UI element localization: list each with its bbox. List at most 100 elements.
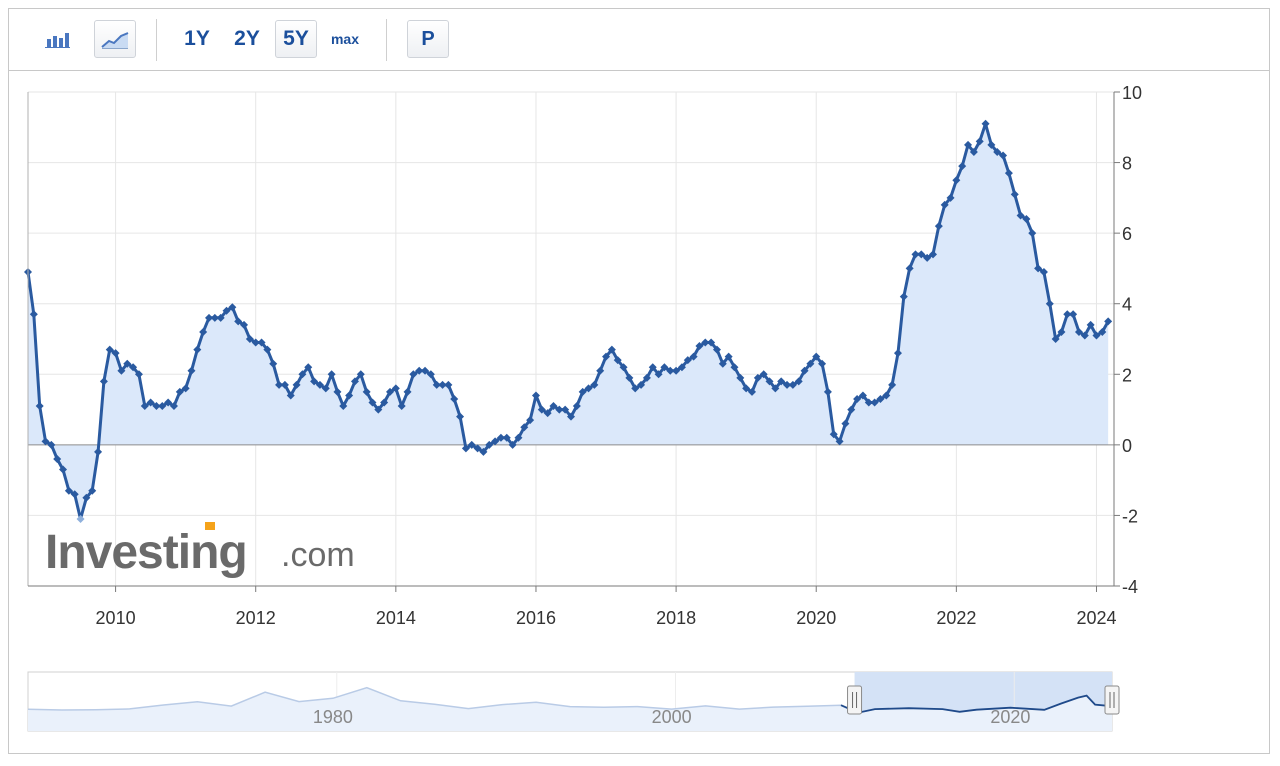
data-point: [975, 137, 984, 146]
data-point: [742, 384, 751, 393]
navigator-handle[interactable]: [1104, 685, 1120, 715]
x-tick-label: 2012: [236, 608, 276, 628]
area-chart-type-button[interactable]: [94, 20, 136, 58]
data-point: [1098, 327, 1107, 336]
x-tick-label: 2024: [1076, 608, 1116, 628]
data-point: [853, 394, 862, 403]
range-1y-button[interactable]: 1Y: [184, 27, 210, 50]
data-point: [479, 447, 488, 456]
data-point: [88, 486, 97, 495]
data-point: [689, 352, 698, 361]
data-point: [666, 366, 675, 375]
data-point: [327, 370, 336, 379]
data-point: [561, 405, 570, 414]
data-point: [345, 391, 354, 400]
data-point: [35, 402, 44, 411]
data-point: [269, 359, 278, 368]
data-point: [286, 391, 295, 400]
range-5y-button[interactable]: 5Y: [275, 20, 317, 58]
data-point: [829, 430, 838, 439]
data-point: [958, 162, 967, 171]
data-point: [391, 384, 400, 393]
data-point: [999, 151, 1008, 160]
data-point: [707, 338, 716, 347]
navigator-handle-body: [1104, 685, 1120, 715]
data-point: [987, 140, 996, 149]
data-point: [152, 402, 161, 411]
data-point: [64, 486, 73, 495]
range-2y-button[interactable]: 2Y: [234, 27, 260, 50]
data-point: [508, 440, 517, 449]
data-point: [1086, 320, 1095, 329]
data-point: [76, 514, 85, 523]
area-layer: [28, 123, 1114, 520]
data-point: [502, 433, 511, 442]
data-point: [129, 363, 138, 372]
y-tick-label: 8: [1122, 154, 1132, 174]
data-point: [368, 398, 377, 407]
data-point: [53, 454, 62, 463]
data-point: [788, 380, 797, 389]
data-point: [526, 416, 535, 425]
data-point: [315, 380, 324, 389]
data-point: [631, 384, 640, 393]
data-point: [251, 338, 260, 347]
y-tick-label: -4: [1122, 577, 1138, 597]
data-point: [1051, 335, 1060, 343]
data-point: [1104, 317, 1113, 326]
data-point: [794, 377, 803, 386]
data-point: [800, 366, 809, 375]
data-point: [677, 363, 686, 372]
data-point: [590, 380, 599, 389]
data-point: [888, 380, 897, 389]
navigator-handle[interactable]: [847, 685, 863, 715]
data-point: [619, 363, 628, 372]
data-point: [1074, 327, 1083, 336]
data-point: [175, 387, 184, 396]
data-point: [858, 391, 867, 400]
x-tick-labels: 2010 2012 2014 2016 2018 2020 2022 2024: [96, 586, 1117, 628]
data-point: [421, 366, 430, 375]
axes: [27, 92, 1115, 587]
bar-chart-type-button[interactable]: [35, 20, 77, 58]
data-point: [444, 380, 453, 389]
data-point: [47, 440, 56, 449]
data-point: [753, 373, 762, 382]
y-tick-label: 6: [1122, 224, 1132, 244]
data-point: [1039, 267, 1048, 276]
data-point: [205, 313, 213, 322]
data-point: [321, 384, 330, 393]
data-point: [537, 405, 546, 414]
data-point: [140, 402, 149, 411]
data-point: [292, 380, 301, 389]
data-point: [275, 380, 284, 389]
p-button[interactable]: P: [407, 20, 449, 58]
data-point: [602, 352, 611, 361]
data-point: [1034, 264, 1043, 273]
watermark-brand: Investing: [45, 526, 247, 579]
data-point: [736, 373, 745, 382]
navigator-label: 2000: [652, 707, 692, 727]
data-point: [164, 398, 173, 407]
data-point: [1063, 310, 1072, 319]
data-point: [467, 440, 476, 449]
data-point: [438, 380, 447, 389]
data-point: [228, 303, 237, 312]
data-point: [555, 405, 564, 414]
data-point: [386, 387, 394, 396]
data-point: [123, 359, 132, 368]
navigator[interactable]: 1980 2000 2020: [27, 671, 1120, 732]
range-max-button[interactable]: max: [330, 31, 360, 47]
watermark-accent: [205, 522, 215, 530]
data-point: [642, 373, 651, 382]
data-point: [158, 402, 167, 411]
data-point: [298, 370, 307, 379]
data-point: [917, 250, 926, 259]
y-tick-labels: 10 8 6 4 2 0 -2 -4: [1114, 83, 1142, 597]
points-layer: [24, 119, 1113, 523]
toolbar-separator: [156, 19, 157, 61]
data-point: [426, 370, 435, 379]
toolbar: 1Y 2Y 5Y max P: [9, 9, 1269, 71]
data-point: [415, 366, 424, 375]
